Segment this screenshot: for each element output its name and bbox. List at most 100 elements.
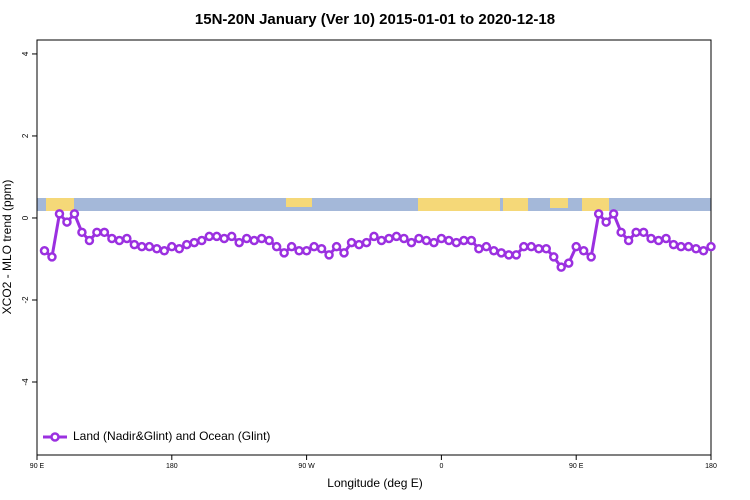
data-point: [496, 248, 507, 258]
data-point: [369, 231, 379, 242]
legend-marker: [50, 432, 60, 442]
x-tick-label: 180: [166, 463, 178, 470]
y-tick-label: 0: [21, 215, 30, 220]
data-point: [481, 241, 492, 252]
data-point: [563, 258, 574, 268]
land-patch: [550, 198, 568, 208]
data-point: [451, 237, 462, 248]
data-point: [219, 233, 229, 244]
data-point: [264, 235, 274, 246]
data-point: [593, 209, 604, 219]
y-axis-label: XCO2 - MLO trend (ppm): [0, 180, 14, 315]
data-point: [211, 231, 222, 242]
chart-title: 15N-20N January (Ver 10) 2015-01-01 to 2…: [195, 11, 555, 28]
data-point: [316, 243, 327, 254]
ocean-band: [37, 198, 711, 211]
data-point: [62, 217, 72, 227]
data-point: [571, 241, 581, 252]
x-tick-label: 90 E: [30, 463, 45, 470]
data-point: [339, 248, 349, 258]
data-point: [691, 243, 701, 254]
land-patch: [582, 198, 609, 211]
data-point: [107, 233, 117, 244]
data-point: [271, 241, 282, 252]
y-tick-label: 2: [21, 133, 30, 138]
data-point: [174, 243, 185, 254]
data-point: [137, 241, 147, 252]
data-point: [683, 241, 694, 252]
data-point: [406, 237, 417, 248]
data-point: [623, 235, 634, 246]
data-point: [226, 231, 237, 242]
land-patch: [286, 198, 312, 207]
data-point: [69, 209, 80, 219]
x-axis-label: Longitude (deg E): [327, 476, 422, 490]
data-point: [504, 250, 514, 260]
x-tick-label: 0: [439, 463, 443, 470]
data-point: [39, 246, 50, 256]
data-point: [294, 246, 304, 256]
x-tick-label: 90 E: [569, 463, 584, 470]
data-point: [519, 241, 529, 252]
data-point: [616, 227, 626, 238]
data-point: [114, 235, 125, 246]
data-point: [489, 246, 499, 256]
data-point: [47, 252, 57, 262]
data-point: [601, 217, 611, 227]
data-point: [444, 235, 454, 246]
data-point: [279, 248, 289, 258]
data-point: [646, 233, 656, 244]
x-tick-label: 90 W: [298, 463, 315, 470]
data-point: [159, 246, 170, 256]
data-point: [84, 235, 95, 246]
data-point: [414, 233, 424, 244]
data-point: [638, 227, 649, 238]
data-point: [167, 241, 177, 252]
data-point: [249, 235, 259, 246]
data-point: [391, 231, 402, 242]
data-point: [608, 209, 619, 219]
data-point: [256, 233, 267, 244]
data-point: [331, 241, 342, 252]
data-point: [234, 237, 244, 248]
data-point: [459, 235, 469, 246]
data-point: [676, 241, 686, 252]
data-point: [526, 241, 537, 252]
data-point: [182, 239, 192, 250]
data-point: [152, 243, 162, 254]
data-point: [578, 246, 589, 256]
data-point: [376, 235, 387, 246]
data-point: [466, 235, 477, 246]
land-patch: [418, 198, 500, 211]
data-point: [429, 237, 439, 248]
data-point: [197, 235, 207, 246]
data-point: [286, 241, 297, 252]
data-point: [354, 239, 364, 250]
data-point: [706, 241, 716, 252]
data-point: [698, 246, 709, 256]
data-point: [144, 241, 155, 252]
legend-label: Land (Nadir&Glint) and Ocean (Glint): [73, 429, 270, 443]
x-tick-label: 180: [705, 463, 717, 470]
y-tick-label: -4: [21, 378, 30, 386]
data-point: [346, 237, 357, 248]
data-point: [548, 252, 559, 262]
data-point: [204, 231, 214, 242]
land-patch: [503, 198, 528, 211]
data-point: [631, 227, 641, 238]
data-point: [556, 262, 566, 272]
data-point: [661, 233, 671, 244]
data-point: [189, 237, 200, 248]
data-point: [534, 243, 544, 254]
data-point: [324, 250, 334, 260]
map-band: [37, 198, 711, 211]
data-point: [122, 233, 132, 244]
data-point: [586, 252, 596, 262]
data-point: [436, 233, 447, 244]
data-point: [668, 239, 679, 250]
data-point: [92, 227, 102, 238]
data-point: [511, 250, 522, 260]
data-point: [129, 239, 140, 250]
data-point: [54, 209, 65, 219]
